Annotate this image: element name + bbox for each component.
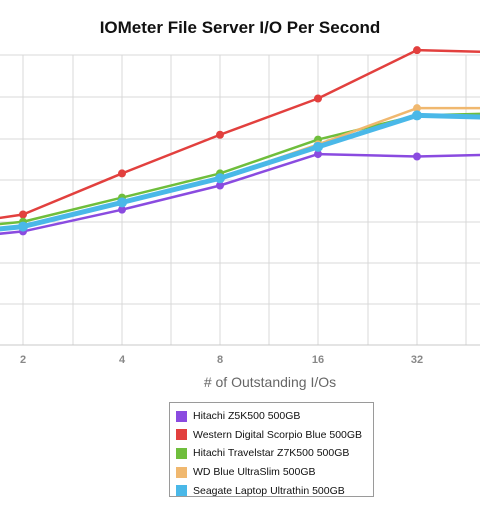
- legend-swatch: [176, 447, 187, 459]
- data-point: [313, 141, 323, 152]
- data-point: [216, 181, 224, 190]
- legend-item: Seagate Laptop Ultrathin 500GB: [176, 481, 367, 500]
- legend-swatch: [176, 466, 187, 478]
- x-tick-label: 8: [217, 354, 223, 366]
- series-line: [0, 48, 480, 220]
- data-point: [413, 152, 421, 161]
- data-point: [19, 210, 27, 219]
- data-point: [215, 173, 225, 184]
- data-point: [18, 221, 28, 232]
- legend-swatch: [176, 429, 187, 441]
- legend-label: Western Digital Scorpio Blue 500GB: [193, 428, 363, 441]
- series-1: [0, 46, 480, 220]
- series-4: [0, 110, 480, 232]
- x-tick-label: 4: [119, 354, 126, 366]
- x-axis-label: # of Outstanding I/Os: [203, 374, 337, 390]
- data-point: [117, 197, 127, 208]
- data-point: [412, 110, 422, 121]
- x-tick-label: 32: [411, 354, 423, 366]
- legend: Hitachi Z5K500 500GB Western Digital Scor…: [169, 402, 374, 497]
- data-point: [413, 46, 421, 55]
- data-point: [413, 104, 421, 113]
- legend-item: Hitachi Z5K500 500GB: [176, 407, 367, 426]
- data-point: [314, 150, 322, 159]
- x-tick-labels: 2 4 8 16 32: [20, 354, 423, 366]
- legend-label: WD Blue UltraSlim 500GB: [193, 466, 316, 479]
- x-tick-label: 16: [312, 354, 324, 366]
- data-point: [118, 169, 126, 178]
- chart-title: IOMeter File Server I/O Per Second: [99, 18, 381, 37]
- legend-label: Hitachi Travelstar Z7K500 500GB: [193, 447, 350, 460]
- data-point: [216, 130, 224, 139]
- legend-item: WD Blue UltraSlim 500GB: [176, 463, 367, 482]
- series-lines: [0, 46, 480, 236]
- x-tick-label: 2: [20, 354, 26, 366]
- data-point: [118, 205, 126, 214]
- legend-item: Hitachi Travelstar Z7K500 500GB: [176, 444, 367, 463]
- series-line: [0, 112, 480, 232]
- legend-label: Seagate Laptop Ultrathin 500GB: [193, 484, 345, 497]
- legend-label: Hitachi Z5K500 500GB: [193, 410, 301, 423]
- legend-swatch: [176, 410, 187, 422]
- legend-item: Western Digital Scorpio Blue 500GB: [176, 426, 367, 445]
- data-point: [314, 94, 322, 103]
- legend-swatch: [176, 485, 187, 497]
- grid-lines: [0, 54, 480, 346]
